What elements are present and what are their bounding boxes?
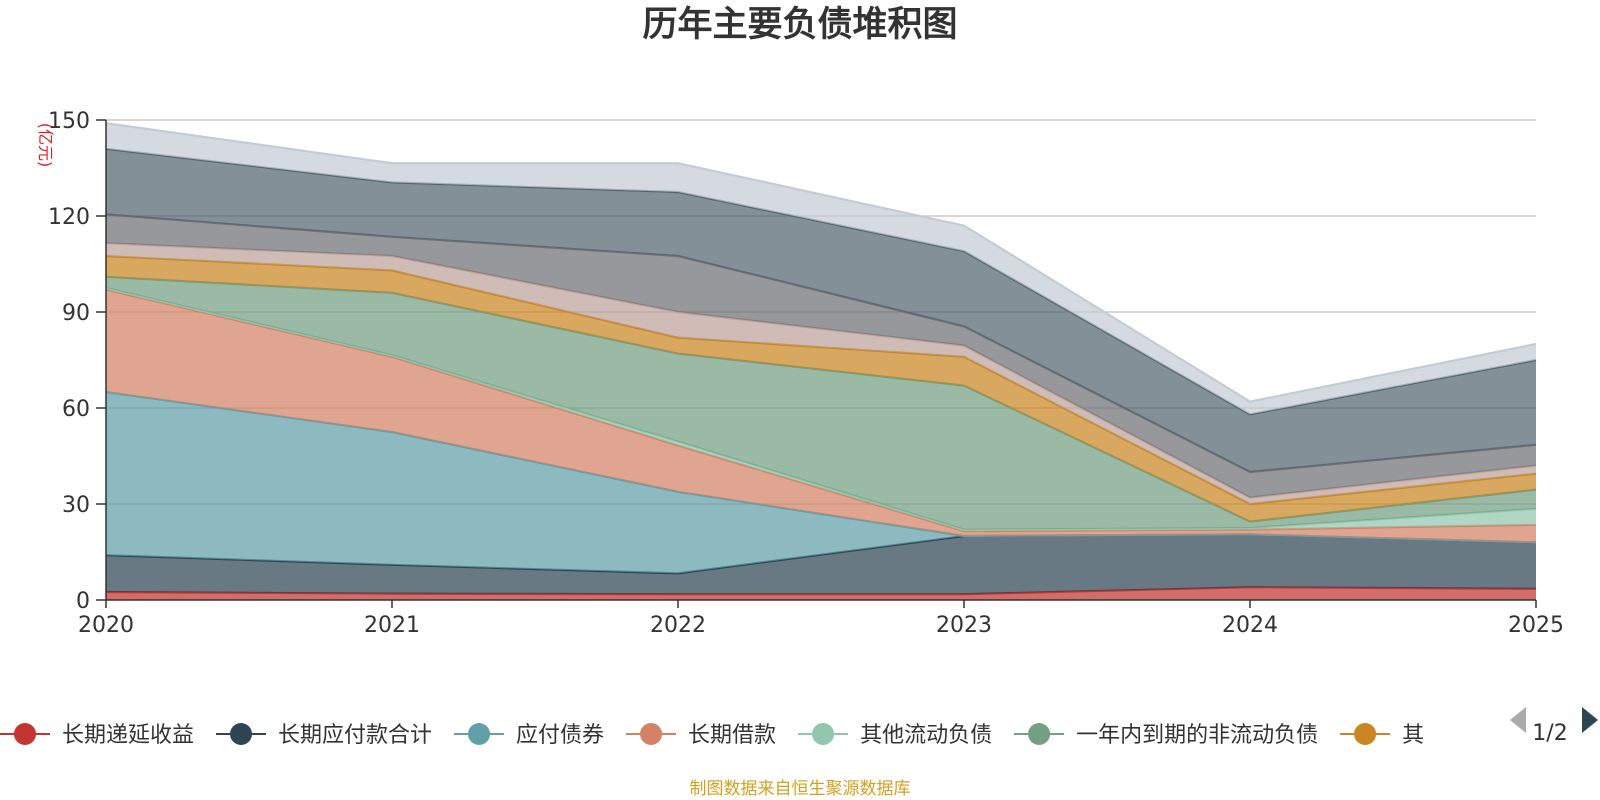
chart-title: 历年主要负债堆积图 — [642, 5, 957, 45]
legend-circle-icon — [640, 723, 663, 745]
y-tick-label: 120 — [48, 205, 90, 230]
series-area-0 — [106, 587, 1536, 600]
legend-label: 其 — [1402, 723, 1424, 748]
legend-circle-icon — [230, 723, 253, 745]
x-tick-label: 2022 — [650, 613, 706, 638]
x-tick-label: 2020 — [78, 613, 134, 638]
series-area-5 — [106, 276, 1536, 530]
legend-next-arrow-icon[interactable] — [1582, 707, 1598, 733]
legend-circle-icon — [468, 723, 491, 745]
series-areas — [105, 122, 1537, 600]
series-area-1 — [106, 534, 1536, 595]
legend-circle-icon — [812, 723, 835, 745]
series-line-10 — [105, 122, 1537, 403]
series-area-10 — [106, 123, 1536, 415]
axes: 0 30 60 90 120 150 2020 2021 2022 2023 2024 2025 — [48, 109, 1564, 638]
legend-item[interactable]: 长期借款 — [626, 723, 776, 748]
legend-item[interactable]: 其 — [1340, 723, 1424, 748]
x-tick-label: 2024 — [1222, 613, 1278, 638]
series-area-9 — [106, 148, 1536, 473]
legend-label: 长期递延收益 — [62, 723, 194, 748]
series-area-6 — [106, 256, 1536, 522]
legend-item[interactable]: 长期递延收益 — [0, 723, 194, 748]
legend-circle-icon — [1354, 723, 1377, 745]
legend-label: 其他流动负债 — [860, 723, 992, 748]
y-tick-label: 90 — [62, 301, 90, 326]
x-tick-label: 2023 — [936, 613, 992, 638]
y-axis-unit: (亿元) — [36, 123, 55, 168]
y-tick-label: 150 — [48, 109, 90, 134]
series-area-8 — [106, 214, 1536, 498]
legend-item[interactable]: 应付债券 — [454, 723, 604, 748]
legend-pager[interactable]: 1/2 — [1510, 707, 1598, 746]
y-tick-label: 30 — [62, 493, 90, 518]
legend-item[interactable]: 一年内到期的非流动负债 — [1014, 723, 1318, 748]
legend-label: 长期应付款合计 — [278, 723, 432, 748]
legend-item[interactable]: 长期应付款合计 — [216, 723, 432, 748]
legend-item[interactable]: 其他流动负债 — [798, 723, 992, 748]
series-area-2 — [106, 392, 1536, 574]
legend-circle-icon — [1028, 723, 1051, 745]
y-tick-label: 60 — [62, 397, 90, 422]
series-line-9 — [105, 147, 1537, 416]
source-note: 制图数据来自恒生聚源数据库 — [690, 779, 911, 799]
legend-circle-icon — [14, 723, 36, 745]
legend[interactable]: 长期递延收益 长期应付款合计 应付债券 长期借款 其他流动负债 一年内到期的非流动负债 其 — [0, 723, 1424, 748]
series-area-3 — [106, 289, 1536, 543]
legend-page-indicator: 1/2 — [1532, 721, 1567, 746]
legend-label: 一年内到期的非流动负债 — [1076, 723, 1318, 748]
x-tick-label: 2021 — [364, 613, 420, 638]
legend-prev-arrow-icon[interactable] — [1510, 707, 1526, 733]
legend-label: 应付债券 — [516, 723, 604, 748]
y-tick-label: 0 — [76, 589, 90, 614]
legend-label: 长期借款 — [688, 723, 776, 748]
x-tick-label: 2025 — [1508, 613, 1564, 638]
